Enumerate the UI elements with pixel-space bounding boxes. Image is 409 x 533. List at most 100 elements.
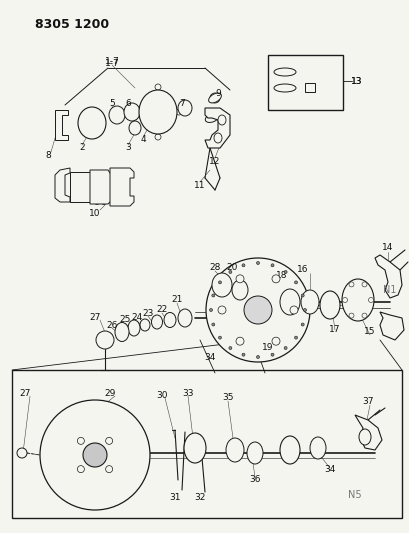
Text: 13: 13 xyxy=(351,77,362,85)
Circle shape xyxy=(228,270,231,273)
Circle shape xyxy=(301,323,303,326)
Ellipse shape xyxy=(164,312,175,327)
Ellipse shape xyxy=(213,133,221,143)
Circle shape xyxy=(83,443,107,467)
Polygon shape xyxy=(379,312,403,340)
Text: 31: 31 xyxy=(169,494,180,503)
Ellipse shape xyxy=(151,315,162,329)
Text: 3: 3 xyxy=(125,143,130,152)
Circle shape xyxy=(368,297,373,303)
Ellipse shape xyxy=(208,93,221,103)
Text: 34: 34 xyxy=(324,465,335,474)
Circle shape xyxy=(271,275,279,283)
Ellipse shape xyxy=(218,115,225,125)
Circle shape xyxy=(228,346,231,350)
Ellipse shape xyxy=(124,103,139,121)
Ellipse shape xyxy=(225,438,243,462)
Text: 14: 14 xyxy=(381,244,393,253)
Circle shape xyxy=(77,466,84,473)
Bar xyxy=(304,83,314,92)
Circle shape xyxy=(236,275,243,283)
Circle shape xyxy=(205,258,309,362)
Ellipse shape xyxy=(115,322,129,342)
Text: 16: 16 xyxy=(297,265,308,274)
Text: 15: 15 xyxy=(363,327,375,336)
Ellipse shape xyxy=(139,90,177,134)
Text: 25: 25 xyxy=(119,316,130,325)
Text: 35: 35 xyxy=(222,393,233,402)
Text: N5: N5 xyxy=(347,490,361,500)
Bar xyxy=(267,55,342,110)
Circle shape xyxy=(270,353,273,356)
Ellipse shape xyxy=(109,106,125,124)
Text: 21: 21 xyxy=(171,295,182,304)
Circle shape xyxy=(218,281,221,284)
Circle shape xyxy=(256,356,259,359)
Text: 1-7: 1-7 xyxy=(104,59,119,68)
Text: 22: 22 xyxy=(156,305,167,314)
Circle shape xyxy=(348,313,353,318)
Circle shape xyxy=(17,448,27,458)
Circle shape xyxy=(241,264,245,267)
Text: N1: N1 xyxy=(382,285,396,295)
Ellipse shape xyxy=(129,121,141,135)
Text: 10: 10 xyxy=(89,208,101,217)
Text: 19: 19 xyxy=(262,343,273,352)
Ellipse shape xyxy=(341,279,373,321)
Text: 26: 26 xyxy=(106,320,117,329)
Text: 29: 29 xyxy=(104,389,115,398)
Text: 17: 17 xyxy=(328,326,340,335)
Circle shape xyxy=(209,309,212,311)
Polygon shape xyxy=(110,168,134,206)
Circle shape xyxy=(271,337,279,345)
Circle shape xyxy=(40,400,150,510)
Text: 7: 7 xyxy=(179,99,184,108)
Text: 33: 33 xyxy=(182,389,193,398)
Text: 27: 27 xyxy=(19,389,31,398)
Polygon shape xyxy=(70,172,90,202)
Ellipse shape xyxy=(300,290,318,314)
Text: 36: 36 xyxy=(249,475,260,484)
Text: 30: 30 xyxy=(156,391,167,400)
Text: 2: 2 xyxy=(79,143,85,152)
Circle shape xyxy=(218,336,221,339)
Circle shape xyxy=(294,281,297,284)
Polygon shape xyxy=(55,110,68,140)
Text: 32: 32 xyxy=(194,494,205,503)
Ellipse shape xyxy=(184,433,205,463)
Text: 8: 8 xyxy=(45,150,51,159)
Ellipse shape xyxy=(211,273,231,297)
Ellipse shape xyxy=(231,280,247,300)
Circle shape xyxy=(301,294,303,297)
Polygon shape xyxy=(204,108,229,148)
Circle shape xyxy=(106,466,112,473)
Text: 28: 28 xyxy=(209,263,220,272)
Circle shape xyxy=(270,264,273,267)
Ellipse shape xyxy=(178,309,191,327)
Ellipse shape xyxy=(279,289,299,315)
Circle shape xyxy=(361,313,366,318)
Circle shape xyxy=(218,306,225,314)
Ellipse shape xyxy=(78,107,106,139)
Text: 23: 23 xyxy=(142,309,153,318)
Circle shape xyxy=(294,336,297,339)
Circle shape xyxy=(241,353,245,356)
Text: 11: 11 xyxy=(194,181,205,190)
Text: 37: 37 xyxy=(362,398,373,407)
Polygon shape xyxy=(55,168,70,202)
Ellipse shape xyxy=(309,437,325,459)
Text: 34: 34 xyxy=(204,353,215,362)
Text: 20: 20 xyxy=(226,263,237,272)
Polygon shape xyxy=(90,170,112,204)
Circle shape xyxy=(256,262,259,264)
Text: 6: 6 xyxy=(125,99,130,108)
Circle shape xyxy=(236,337,243,345)
Text: 4: 4 xyxy=(140,135,146,144)
Polygon shape xyxy=(374,255,401,298)
Ellipse shape xyxy=(128,320,139,336)
Ellipse shape xyxy=(139,319,150,331)
Ellipse shape xyxy=(358,429,370,445)
Circle shape xyxy=(211,294,214,297)
Text: 8305 1200: 8305 1200 xyxy=(35,18,109,31)
Text: 24: 24 xyxy=(131,313,142,322)
